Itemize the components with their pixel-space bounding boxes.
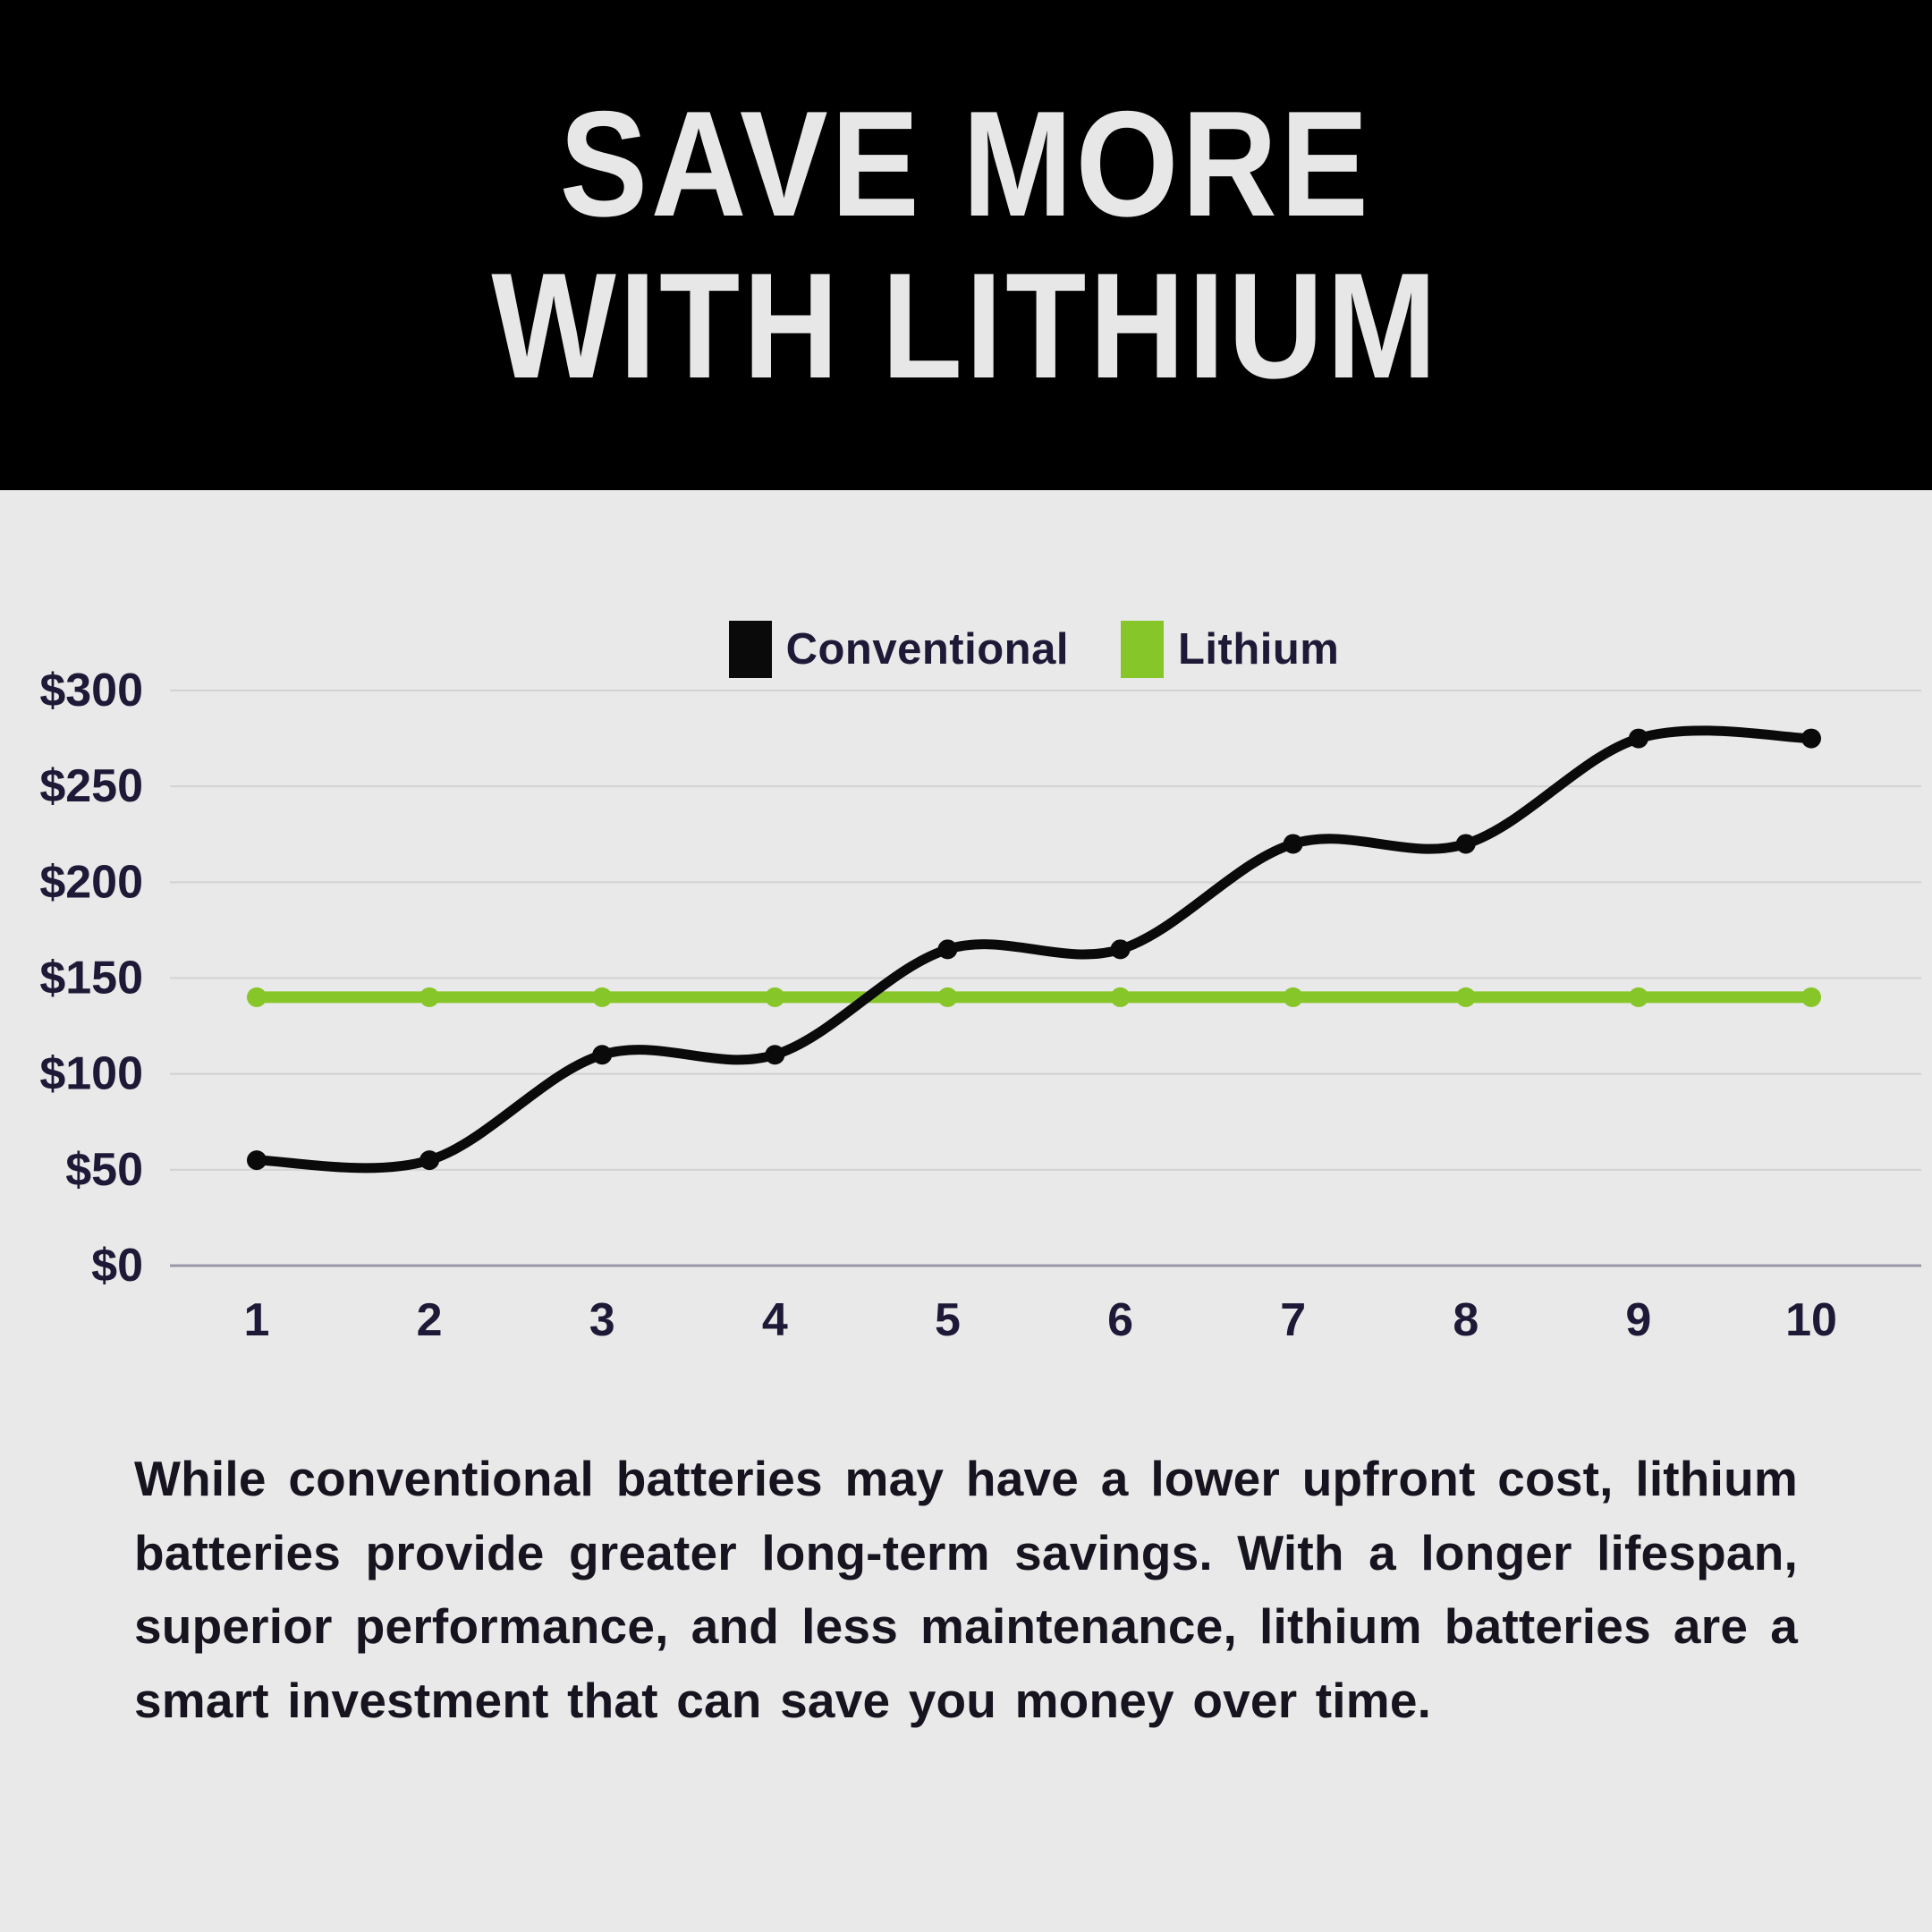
x-tick-label: 2 bbox=[417, 1294, 443, 1346]
page-title-line-2: WITH LITHIUM bbox=[491, 242, 1441, 410]
data-point-conventional bbox=[1110, 939, 1131, 960]
data-point-conventional bbox=[247, 1150, 267, 1171]
series-line-conventional bbox=[251, 725, 1817, 1174]
y-tick-label: $50 bbox=[65, 1144, 143, 1196]
x-tick-label: 6 bbox=[1107, 1294, 1133, 1346]
data-point-conventional bbox=[937, 939, 958, 960]
data-point-lithium bbox=[1801, 987, 1821, 1007]
legend-item-conventional: Conventional bbox=[728, 621, 1069, 678]
line-chart: $0 $50 $100 $150 $200 $250 $300 1 2 3 4 5 6 7 8 9 10 bbox=[39, 665, 1921, 1346]
legend-swatch-conventional bbox=[728, 621, 772, 678]
page-title-line-1: SAVE MORE bbox=[560, 79, 1372, 248]
header-banner: SAVE MORE WITH LITHIUM bbox=[0, 0, 1932, 490]
legend-swatch-lithium bbox=[1120, 621, 1164, 678]
data-point-lithium bbox=[937, 987, 958, 1007]
x-tick-label: 9 bbox=[1625, 1294, 1651, 1346]
data-point-lithium bbox=[1628, 987, 1648, 1007]
y-tick-label: $150 bbox=[39, 953, 143, 1004]
data-point-conventional bbox=[1455, 834, 1476, 854]
y-tick-label: $0 bbox=[91, 1240, 143, 1292]
x-tick-label: 7 bbox=[1280, 1294, 1306, 1346]
legend-label-lithium: Lithium bbox=[1177, 625, 1340, 674]
x-tick-label: 5 bbox=[935, 1294, 961, 1346]
page-title: SAVE MORE WITH LITHIUM bbox=[491, 79, 1441, 410]
data-point-conventional bbox=[765, 1045, 785, 1065]
y-tick-label: $100 bbox=[39, 1048, 143, 1100]
y-tick-label: $250 bbox=[39, 760, 143, 812]
x-tick-label: 8 bbox=[1453, 1294, 1479, 1346]
data-point-lithium bbox=[419, 987, 440, 1007]
data-point-lithium bbox=[247, 987, 267, 1007]
x-tick-label: 4 bbox=[762, 1294, 788, 1346]
data-point-conventional bbox=[419, 1150, 440, 1171]
legend-label-conventional: Conventional bbox=[785, 625, 1069, 674]
data-point-conventional bbox=[1628, 728, 1648, 749]
x-tick-label: 10 bbox=[1785, 1294, 1837, 1346]
data-point-lithium bbox=[1455, 987, 1476, 1007]
body-paragraph: While conventional batteries may have a … bbox=[134, 1451, 1798, 1728]
data-point-conventional bbox=[592, 1045, 613, 1065]
x-tick-label: 3 bbox=[589, 1294, 615, 1346]
data-point-lithium bbox=[1110, 987, 1131, 1007]
x-tick-label: 1 bbox=[244, 1294, 270, 1346]
data-point-conventional bbox=[1801, 728, 1821, 749]
data-point-lithium bbox=[1283, 987, 1303, 1007]
legend-item-lithium: Lithium bbox=[1120, 621, 1340, 678]
data-point-lithium bbox=[592, 987, 613, 1007]
chart-legend: Conventional Lithium bbox=[68, 621, 1932, 678]
y-tick-label: $300 bbox=[39, 665, 143, 716]
data-point-lithium bbox=[765, 987, 785, 1007]
y-tick-label: $200 bbox=[39, 856, 143, 908]
data-point-conventional bbox=[1283, 834, 1303, 854]
